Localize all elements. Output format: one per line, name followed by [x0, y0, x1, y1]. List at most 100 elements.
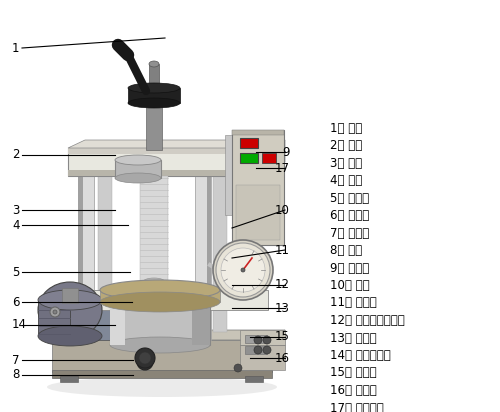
Bar	[62, 288, 78, 303]
Text: 3、 丝杠: 3、 丝杠	[330, 157, 362, 169]
Ellipse shape	[110, 337, 210, 353]
Bar	[225, 135, 237, 215]
Circle shape	[254, 346, 262, 354]
Bar	[149, 64, 159, 104]
Bar	[213, 162, 227, 332]
Circle shape	[53, 310, 57, 314]
Bar	[52, 340, 272, 372]
Text: 2、 螺母: 2、 螺母	[330, 139, 362, 152]
Ellipse shape	[115, 155, 161, 165]
Bar	[115, 160, 161, 178]
Ellipse shape	[38, 290, 102, 310]
Bar	[78, 155, 94, 340]
Text: 9: 9	[282, 145, 290, 159]
Ellipse shape	[143, 278, 165, 286]
Ellipse shape	[115, 173, 161, 183]
Bar	[262, 153, 276, 163]
Bar	[236, 185, 280, 240]
Bar	[232, 130, 284, 135]
Text: 8、 油池: 8、 油池	[330, 244, 362, 257]
Bar	[143, 282, 165, 300]
Text: 12: 12	[275, 279, 290, 292]
Bar	[195, 155, 211, 340]
Circle shape	[263, 346, 271, 354]
Bar	[68, 148, 268, 154]
Text: 16: 16	[275, 351, 290, 365]
Circle shape	[263, 336, 271, 344]
Bar	[207, 155, 211, 340]
Ellipse shape	[149, 61, 159, 67]
Bar	[60, 376, 78, 382]
Ellipse shape	[110, 287, 210, 303]
Circle shape	[216, 243, 270, 297]
Circle shape	[135, 348, 155, 368]
Ellipse shape	[38, 326, 102, 346]
Text: 10、 电机: 10、 电机	[330, 279, 370, 292]
Circle shape	[234, 364, 242, 372]
Text: 14: 14	[12, 318, 27, 332]
Text: 1、 手轮: 1、 手轮	[330, 122, 362, 134]
Bar	[215, 265, 245, 273]
Bar	[245, 335, 267, 343]
Polygon shape	[272, 330, 285, 370]
Bar	[232, 130, 284, 245]
Text: 3: 3	[12, 204, 20, 216]
Text: 11: 11	[275, 243, 290, 257]
Text: 12、 压力表调节螺钉: 12、 压力表调节螺钉	[330, 314, 405, 327]
Circle shape	[137, 354, 153, 370]
Bar	[128, 88, 180, 103]
Ellipse shape	[100, 292, 220, 312]
Bar	[240, 330, 285, 345]
Text: 13: 13	[275, 302, 290, 314]
Ellipse shape	[38, 282, 102, 338]
Text: 5、 工作台: 5、 工作台	[330, 192, 369, 204]
Text: 2: 2	[12, 148, 20, 162]
Circle shape	[139, 352, 151, 364]
Text: 14、 注油孔螺钉: 14、 注油孔螺钉	[330, 349, 391, 362]
Ellipse shape	[47, 377, 277, 397]
Circle shape	[221, 248, 265, 292]
Text: 10: 10	[275, 204, 290, 216]
Text: 1: 1	[12, 42, 20, 54]
Polygon shape	[52, 330, 285, 340]
Bar	[98, 162, 112, 332]
Text: 6: 6	[12, 295, 20, 309]
Ellipse shape	[128, 98, 180, 108]
Bar	[78, 155, 83, 340]
Bar	[245, 346, 267, 354]
Bar	[68, 170, 268, 176]
Text: 5: 5	[12, 265, 20, 279]
Bar	[240, 345, 285, 370]
Polygon shape	[268, 140, 285, 170]
Bar	[140, 176, 168, 296]
Bar	[192, 295, 210, 345]
Polygon shape	[68, 140, 285, 148]
Text: 7: 7	[12, 353, 20, 367]
Text: 9、 电器盒: 9、 电器盒	[330, 262, 369, 274]
Circle shape	[241, 268, 245, 272]
Text: 15: 15	[275, 330, 290, 344]
Bar	[146, 100, 162, 150]
Bar	[68, 148, 268, 176]
Text: 11、 压力表: 11、 压力表	[330, 297, 377, 309]
Bar	[52, 370, 272, 378]
Circle shape	[50, 307, 60, 317]
Bar	[68, 290, 268, 310]
Text: 15、 吸油阀: 15、 吸油阀	[330, 367, 376, 379]
Text: 17: 17	[275, 162, 290, 175]
Text: 16、 出油阀: 16、 出油阀	[330, 384, 377, 397]
Bar	[68, 300, 118, 340]
Bar	[240, 153, 258, 163]
Bar	[110, 295, 125, 345]
Text: 4、 立柱: 4、 立柱	[330, 174, 362, 187]
Circle shape	[254, 336, 262, 344]
Bar	[38, 300, 70, 336]
Text: 7、 放油阀: 7、 放油阀	[330, 227, 369, 239]
Text: 4: 4	[12, 218, 20, 232]
Bar	[240, 138, 258, 148]
Text: 6、 大油缸: 6、 大油缸	[330, 209, 369, 222]
Text: 17、 电源开关: 17、 电源开关	[330, 402, 384, 412]
Bar	[100, 290, 220, 302]
Bar	[110, 295, 210, 345]
Text: 8: 8	[12, 368, 20, 382]
